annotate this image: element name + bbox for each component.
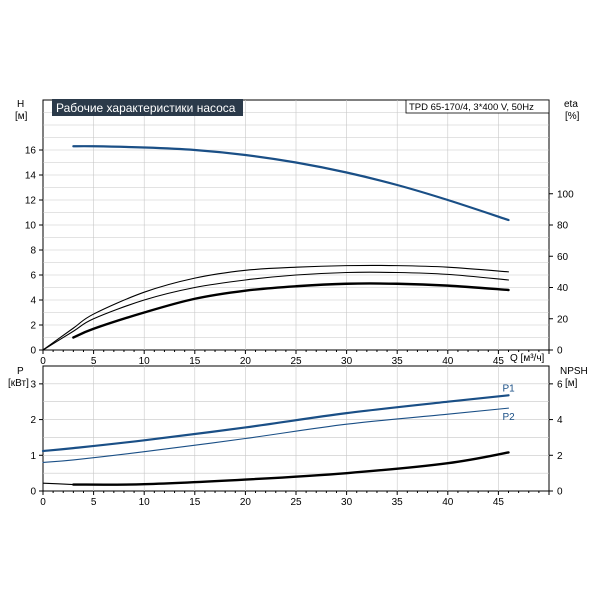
npsh-axis-symbol: NPSH (560, 366, 588, 377)
x-tick-label: 25 (290, 497, 302, 508)
y2-tick-label: 2 (557, 451, 563, 462)
x-tick-label: 35 (392, 497, 404, 508)
x-tick-label: 5 (91, 356, 97, 367)
top-series (42, 145, 510, 351)
chart-title-box (52, 99, 243, 116)
y-tick-label: 16 (25, 146, 37, 157)
y2-tick-label: 4 (557, 415, 563, 426)
y-tick-label: 3 (30, 379, 36, 390)
y-tick-label: 2 (30, 415, 36, 426)
p-axis-symbol: P (17, 366, 24, 377)
x-tick-label: 40 (442, 356, 454, 367)
top-curve-1 (42, 264, 510, 351)
q-axis-label: Q [м³/ч] (510, 353, 545, 364)
y2-tick-label: 60 (557, 252, 569, 263)
x-tick-label: 0 (40, 497, 46, 508)
x-tick-label: 25 (290, 356, 302, 367)
x-tick-label: 20 (240, 356, 252, 367)
eta-axis-unit: [%] (565, 111, 580, 122)
y-tick-label: 4 (30, 296, 36, 307)
model-box (405, 99, 550, 114)
y2-tick-label: 100 (557, 189, 574, 200)
bottom-curve-2 (42, 482, 74, 486)
x-tick-label: 40 (442, 497, 454, 508)
h-axis-symbol: H (17, 99, 24, 110)
x-tick-label: 0 (40, 356, 46, 367)
y2-tick-label: 6 (557, 379, 563, 390)
bottom-series: P1 P2 (41, 383, 516, 486)
x-tick-label: 10 (139, 497, 151, 508)
x-tick-label: 5 (91, 497, 97, 508)
y-tick-label: 0 (30, 487, 36, 498)
p1-bottom-curve-0 (41, 394, 510, 453)
x-tick-label: 15 (189, 356, 201, 367)
top-curve-3 (72, 282, 510, 339)
y-tick-label: 2 (30, 321, 36, 332)
y2-tick-label: 80 (557, 221, 569, 232)
bottom-grid (43, 366, 549, 491)
top-curve-2 (42, 271, 510, 351)
top-ticks: 0 5 10 15 20 25 30 35 40 45 0 2 4 6 8 10 12 14 16 0 20 40 60 80… (25, 146, 574, 368)
y-tick-label: 0 (30, 346, 36, 357)
top-curve-0 (72, 145, 510, 222)
model-label: TPD 65-170/4, 3*400 V, 50Hz (409, 102, 534, 113)
y-tick-label: 8 (30, 246, 36, 257)
x-tick-label: 20 (240, 497, 252, 508)
x-tick-label: 30 (341, 497, 353, 508)
y-tick-label: 6 (30, 271, 36, 282)
y-tick-label: 14 (25, 171, 37, 182)
eta-axis-symbol: eta (564, 99, 578, 110)
h-axis-unit: [м] (15, 111, 28, 122)
y-tick-label: 1 (30, 451, 36, 462)
npsh-axis-unit: [м] (565, 378, 578, 389)
top-grid (43, 100, 549, 350)
x-tick-label: 30 (341, 356, 353, 367)
y-tick-label: 12 (25, 196, 37, 207)
y2-tick-label: 0 (557, 346, 563, 357)
x-tick-label: 45 (493, 497, 505, 508)
chart-title: Рабочие характеристики насоса (56, 101, 236, 115)
y-tick-label: 10 (25, 221, 37, 232)
x-tick-label: 45 (493, 356, 505, 367)
series-label-p2: P2 (503, 412, 516, 423)
x-tick-label: 15 (189, 497, 201, 508)
bottom-curve-3 (72, 451, 510, 486)
x-tick-label: 35 (392, 356, 404, 367)
p-axis-unit: [кВт] (8, 378, 29, 389)
y2-tick-label: 0 (557, 487, 563, 498)
y2-tick-label: 40 (557, 283, 569, 294)
p2-bottom-curve-1 (42, 407, 510, 463)
x-tick-label: 10 (139, 356, 151, 367)
series-label-p1: P1 (503, 383, 516, 394)
y2-tick-label: 20 (557, 314, 569, 325)
